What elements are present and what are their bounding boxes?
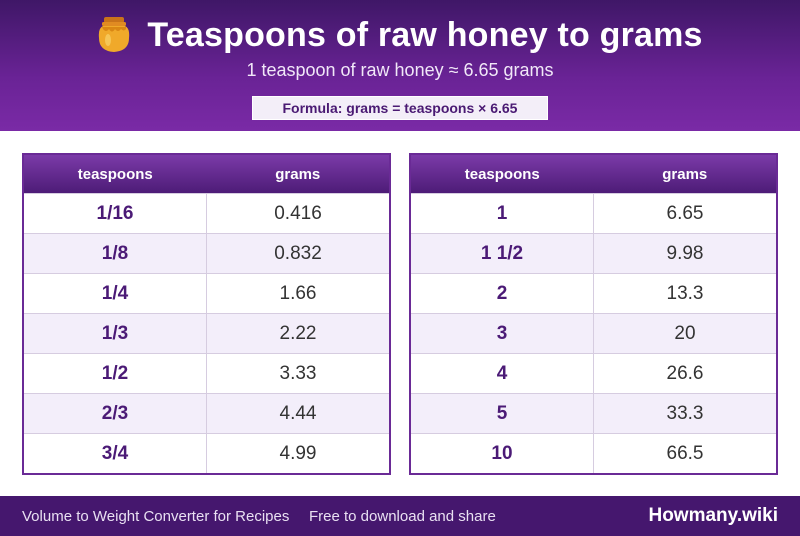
- page-title: Teaspoons of raw honey to grams: [147, 15, 703, 54]
- teaspoons-cell: 1/4: [22, 273, 207, 314]
- table-row: 1 6.65: [409, 193, 778, 234]
- grams-cell: 4.99: [206, 433, 391, 475]
- teaspoons-cell: 1: [409, 193, 594, 234]
- teaspoons-cell: 3/4: [22, 433, 207, 475]
- conversion-table-left: teaspoons grams 1/16 0.416 1/8 0.832 1/4 1.…: [22, 153, 391, 475]
- grams-cell: 2.22: [206, 313, 391, 354]
- teaspoons-cell: 2/3: [22, 393, 207, 434]
- formula-badge: Formula: grams = teaspoons × 6.65: [252, 96, 548, 120]
- table-row: 4 26.6: [409, 353, 778, 394]
- column-header-grams: grams: [593, 154, 777, 194]
- table-row: 1/3 2.22: [22, 313, 391, 354]
- honey-jar-icon: [99, 17, 130, 52]
- teaspoons-cell: 1/2: [22, 353, 207, 394]
- grams-cell: 9.98: [593, 233, 778, 274]
- grams-cell: 4.44: [206, 393, 391, 434]
- table-row: 1/16 0.416: [22, 193, 391, 234]
- grams-cell: 20: [593, 313, 778, 354]
- grams-cell: 0.832: [206, 233, 391, 274]
- grams-cell: 26.6: [593, 353, 778, 394]
- header-banner: Teaspoons of raw honey to grams 1 teaspo…: [0, 0, 800, 131]
- footer-share-text: Free to download and share: [309, 508, 496, 525]
- teaspoons-cell: 1/3: [22, 313, 207, 354]
- table-row: 1/2 3.33: [22, 353, 391, 394]
- teaspoons-cell: 1 1/2: [409, 233, 594, 274]
- brand-logo-text: Howmany.wiki: [648, 505, 778, 526]
- teaspoons-cell: 2: [409, 273, 594, 314]
- table-row: 1/4 1.66: [22, 273, 391, 314]
- grams-cell: 6.65: [593, 193, 778, 234]
- grams-cell: 66.5: [593, 433, 778, 475]
- grams-cell: 33.3: [593, 393, 778, 434]
- grams-cell: 1.66: [206, 273, 391, 314]
- table-row: 3/4 4.99: [22, 433, 391, 475]
- table-row: 3 20: [409, 313, 778, 354]
- table-header-row: teaspoons grams: [23, 154, 390, 194]
- footer-bar: Volume to Weight Converter for Recipes F…: [0, 496, 800, 536]
- teaspoons-cell: 1/8: [22, 233, 207, 274]
- table-row: 1/8 0.832: [22, 233, 391, 274]
- title-row: Teaspoons of raw honey to grams: [0, 14, 800, 56]
- teaspoons-cell: 4: [409, 353, 594, 394]
- teaspoons-cell: 5: [409, 393, 594, 434]
- grams-cell: 13.3: [593, 273, 778, 314]
- table-row: 2 13.3: [409, 273, 778, 314]
- column-header-teaspoons: teaspoons: [410, 154, 594, 194]
- table-row: 10 66.5: [409, 433, 778, 475]
- table-row: 1 1/2 9.98: [409, 233, 778, 274]
- column-header-teaspoons: teaspoons: [23, 154, 207, 194]
- grams-cell: 3.33: [206, 353, 391, 394]
- table-header-row: teaspoons grams: [410, 154, 777, 194]
- table-row: 5 33.3: [409, 393, 778, 434]
- grams-cell: 0.416: [206, 193, 391, 234]
- footer-converter-text: Volume to Weight Converter for Recipes: [22, 508, 290, 525]
- teaspoons-cell: 1/16: [22, 193, 207, 234]
- teaspoons-cell: 10: [409, 433, 594, 475]
- subtitle: 1 teaspoon of raw honey ≈ 6.65 grams: [246, 60, 554, 80]
- table-row: 2/3 4.44: [22, 393, 391, 434]
- column-header-grams: grams: [206, 154, 390, 194]
- teaspoons-cell: 3: [409, 313, 594, 354]
